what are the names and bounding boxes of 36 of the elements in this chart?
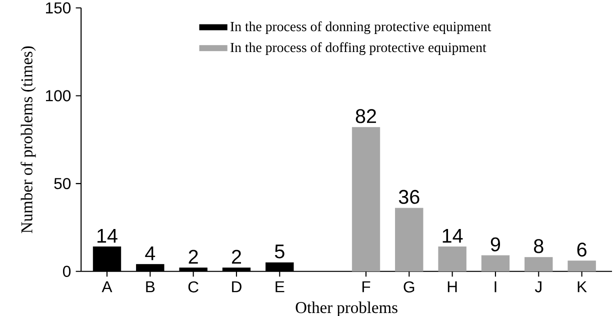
data-label: 14 xyxy=(442,228,463,242)
y-tick-label: 150 xyxy=(46,2,71,14)
data-label: 2 xyxy=(188,250,198,264)
x-tick-label: H xyxy=(448,281,457,292)
data-label: 82 xyxy=(356,109,376,124)
x-tick-label: C xyxy=(188,281,198,292)
data-label: 14 xyxy=(98,228,118,242)
data-label: 8 xyxy=(534,239,544,254)
x-tick-label: I xyxy=(494,281,496,292)
bar xyxy=(352,127,380,272)
x-tick-label: D xyxy=(232,281,242,292)
legend-label: In the process of doffing protective equipment xyxy=(230,42,486,55)
y-axis-title: Number of problems (times) xyxy=(20,46,36,234)
bar xyxy=(568,260,596,272)
x-tick-label: G xyxy=(404,281,414,292)
bar xyxy=(524,256,553,272)
data-label: 5 xyxy=(274,244,284,258)
y-tick-label: 100 xyxy=(46,90,71,102)
data-label: 2 xyxy=(232,250,241,264)
bar xyxy=(438,246,466,272)
x-tick-label: B xyxy=(146,281,155,292)
data-label: 36 xyxy=(398,190,420,204)
x-tick-label: K xyxy=(578,281,587,292)
legend-label: In the process of donning protective equipment xyxy=(230,21,492,34)
x-tick-label: F xyxy=(362,281,370,292)
bar xyxy=(481,255,510,272)
y-tick-label: 0 xyxy=(63,266,71,277)
data-label: 4 xyxy=(145,246,156,260)
x-axis-title: Other problems xyxy=(296,301,398,316)
data-label: 6 xyxy=(577,242,586,257)
x-tick-label: A xyxy=(102,281,112,292)
x-tick-label: E xyxy=(276,281,284,292)
data-label: 9 xyxy=(490,237,500,252)
bar xyxy=(395,208,424,272)
x-tick-label: J xyxy=(534,281,542,292)
y-tick-label: 50 xyxy=(54,178,71,190)
